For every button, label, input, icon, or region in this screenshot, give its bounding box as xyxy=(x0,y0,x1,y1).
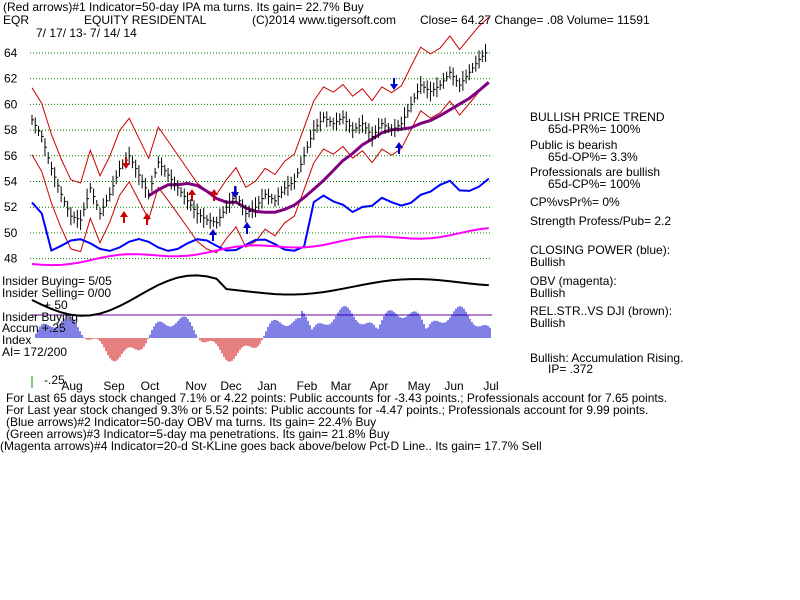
accumulation-index-bars xyxy=(35,306,491,362)
bollinger-bands xyxy=(31,17,490,254)
insider-buying-label: Insider Buying= 5/05 xyxy=(2,274,112,288)
x-tick-label: Mar xyxy=(331,379,352,393)
obv-line xyxy=(31,227,489,267)
x-tick-label: Jan xyxy=(257,379,276,393)
ticker-symbol: EQR xyxy=(3,13,30,27)
upper-band xyxy=(31,17,490,195)
pros-label: Professionals are bullish xyxy=(530,165,661,179)
y-tick-label: 62 xyxy=(4,72,18,86)
up-arrow-icon xyxy=(209,229,217,241)
up-arrow-icon xyxy=(243,222,251,234)
x-tick-label: Sep xyxy=(103,379,125,393)
moving-average-50d xyxy=(147,81,490,214)
signal-arrows xyxy=(120,78,403,241)
y-tick-label: 58 xyxy=(4,123,18,137)
y-tick-label: 48 xyxy=(4,252,18,266)
down-arrow-icon xyxy=(390,78,398,90)
accum-status: Bullish: Accumulation Rising. xyxy=(530,351,684,365)
x-tick-label: Jun xyxy=(444,379,463,393)
public-label: Public is bearish xyxy=(530,138,618,152)
op-value: 65d-OP%= 3.3% xyxy=(548,150,638,164)
x-tick-label: Apr xyxy=(370,379,389,393)
relative-strength-line xyxy=(31,274,489,317)
y-tick-label: 60 xyxy=(4,97,18,111)
insider-selling-label: Insider Selling= 0/00 xyxy=(2,286,112,300)
x-tick-label: May xyxy=(408,379,431,393)
close-change-volume: Close= 64.27 Change= .08 Volume= 11591 xyxy=(420,13,650,27)
x-axis-ticks: Aug Sep Oct Nov Dec Jan Feb Mar Apr May Jun Jul xyxy=(31,376,499,393)
footer-year: For Last year stock changed 9.3% or 5.52… xyxy=(6,403,649,417)
ip-value: IP= .372 xyxy=(548,362,594,376)
footer-magenta-arrows: (Magenta arrows)#4 Indicator=20-d St-KLi… xyxy=(0,439,542,453)
up-arrow-icon xyxy=(210,189,218,201)
indicator-lines xyxy=(31,177,490,317)
accum-label: Accum +.25 xyxy=(2,321,66,335)
up-arrow-icon xyxy=(143,213,151,225)
minus25-label: -.25 xyxy=(44,373,65,387)
y-tick-label: 50 xyxy=(4,226,18,240)
copyright-text: (C)2014 www.tigersoft.com xyxy=(252,13,397,27)
y-tick-label: 64 xyxy=(4,46,18,60)
obv-label: OBV (magenta): xyxy=(530,274,617,288)
date-range: 7/ 17/ 13- 7/ 14/ 14 xyxy=(36,26,137,40)
cp-value: 65d-CP%= 100% xyxy=(548,177,641,191)
down-arrow-icon xyxy=(122,157,130,169)
down-arrow-icon xyxy=(231,186,239,198)
x-tick-label: Feb xyxy=(297,379,318,393)
x-tick-label: Nov xyxy=(185,379,206,393)
x-tick-label: Aug xyxy=(61,379,82,393)
relstr-value: Bullish xyxy=(530,316,566,330)
up-arrow-icon xyxy=(188,189,196,201)
index-label: Index xyxy=(2,333,32,347)
footer-blue-arrows: (Blue arrows)#2 Indicator=50-day OBV ma … xyxy=(6,415,377,429)
footer-green-arrows: (Green arrows)#3 Indicator=5-day ma pene… xyxy=(6,427,390,441)
pr-value: 65d-PR%= 100% xyxy=(548,122,641,136)
cpvs-value: CP%vsPr%= 0% xyxy=(530,195,620,209)
x-tick-label: Jul xyxy=(483,379,498,393)
closing-power-label: CLOSING POWER (blue): xyxy=(530,243,671,257)
lower-band xyxy=(31,82,490,254)
strength-value: Strength Profess/Pub= 2.2 xyxy=(530,214,672,228)
y-tick-label: 54 xyxy=(4,175,18,189)
header-indicator-line: (Red arrows)#1 Indicator=50-day IPA ma t… xyxy=(3,0,364,14)
insider-buying-label-2: Insider Buying xyxy=(2,310,79,324)
company-name: EQUITY RESIDENTAL xyxy=(84,13,207,27)
trend-title: BULLISH PRICE TREND xyxy=(530,110,665,124)
footer-65day: For Last 65 days stock changed 7.1% or 4… xyxy=(6,391,668,405)
ai-label: AI= 172/200 xyxy=(2,345,68,359)
obv-value: Bullish xyxy=(530,286,566,300)
closing-power-line xyxy=(31,177,490,252)
y-axis-ticks: 48 50 52 54 56 58 60 62 64 xyxy=(4,46,18,266)
closing-power-value: Bullish xyxy=(530,255,566,269)
y-tick-label: 56 xyxy=(4,149,18,163)
price-gridlines xyxy=(30,52,492,316)
relstr-label: REL.STR..VS DJI (brown): xyxy=(530,304,673,318)
up-arrow-icon xyxy=(395,142,403,154)
x-tick-label: Oct xyxy=(141,379,160,393)
x-tick-label: Dec xyxy=(220,379,241,393)
price-series xyxy=(31,43,488,231)
y-tick-label: 52 xyxy=(4,200,18,214)
up-arrow-icon xyxy=(120,211,128,223)
plus50-label: +.50 xyxy=(44,298,68,312)
